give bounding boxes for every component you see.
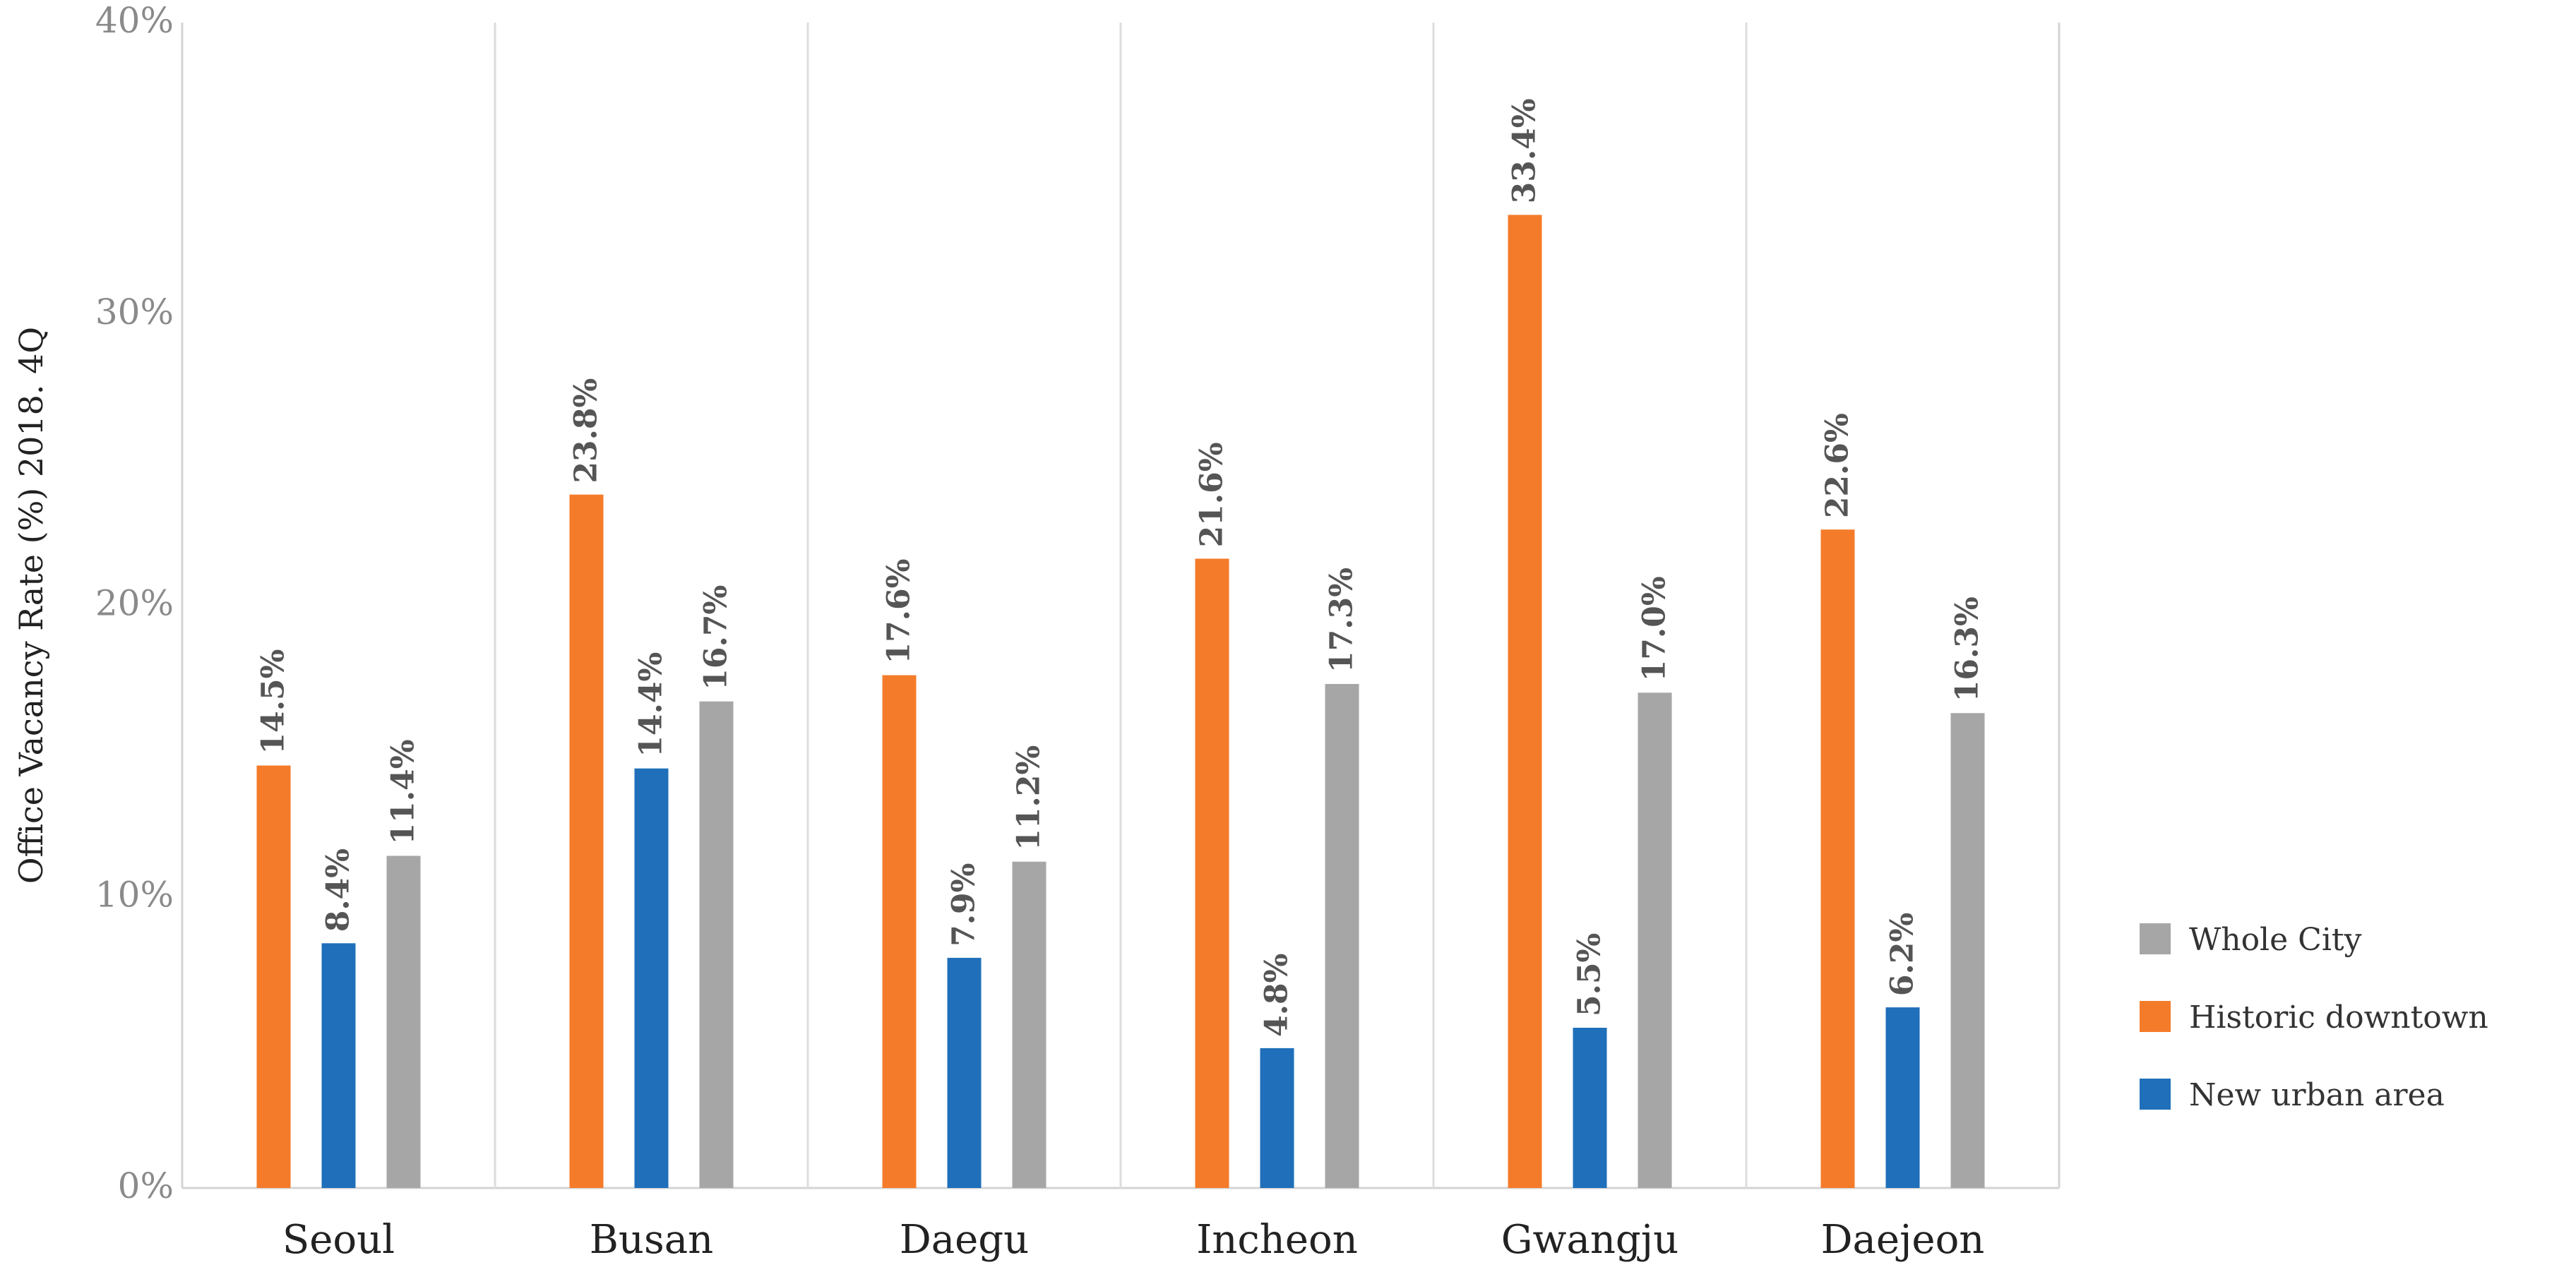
- bar-historic-downtown: [569, 494, 604, 1188]
- bar-whole-city: [1325, 683, 1359, 1188]
- x-tick-label: Incheon: [1196, 1217, 1358, 1263]
- bar-new-urban-area: [1885, 1007, 1920, 1188]
- data-label: 17.3%: [1324, 568, 1360, 673]
- y-tick-label: 10%: [95, 874, 174, 915]
- data-label: 14.4%: [633, 652, 669, 757]
- legend-label: Historic downtown: [2189, 1000, 2488, 1036]
- legend-swatch: [2140, 1079, 2171, 1110]
- bar-historic-downtown: [1820, 529, 1855, 1188]
- x-tick-label: Daegu: [900, 1217, 1029, 1263]
- data-label: 23.8%: [568, 378, 604, 484]
- bar-historic-downtown: [1508, 215, 1542, 1188]
- bar-historic-downtown: [1195, 558, 1229, 1188]
- bar-new-urban-area: [947, 957, 982, 1188]
- bar-historic-downtown: [882, 675, 917, 1188]
- y-tick-label: 20%: [95, 583, 174, 624]
- y-tick-label: 40%: [95, 0, 174, 41]
- data-label: 4.8%: [1259, 954, 1295, 1037]
- x-tick-label: Daejeon: [1821, 1217, 1985, 1263]
- data-label: 21.6%: [1194, 442, 1230, 547]
- data-label: 17.0%: [1637, 576, 1673, 681]
- data-label: 16.3%: [1950, 596, 1986, 702]
- legend-swatch: [2140, 1001, 2171, 1032]
- data-label: 33.4%: [1507, 98, 1543, 203]
- data-label: 17.6%: [881, 559, 917, 664]
- legend-swatch: [2140, 923, 2171, 954]
- data-label: 11.4%: [386, 739, 422, 844]
- x-tick-label: Busan: [590, 1217, 713, 1263]
- bar-whole-city: [1950, 713, 1985, 1188]
- bar-new-urban-area: [634, 768, 669, 1188]
- bar-new-urban-area: [1573, 1027, 1607, 1188]
- bar-whole-city: [1638, 692, 1672, 1188]
- bar-new-urban-area: [321, 943, 356, 1188]
- y-axis-title: Office Vacancy Rate (%) 2018. 4Q: [12, 327, 50, 884]
- data-label: 6.2%: [1885, 913, 1921, 996]
- legend-label: Whole City: [2189, 922, 2362, 958]
- bar-historic-downtown: [256, 765, 291, 1188]
- data-label: 16.7%: [698, 585, 734, 690]
- bar-whole-city: [1012, 861, 1046, 1188]
- y-tick-label: 0%: [118, 1165, 174, 1206]
- data-label: 14.5%: [256, 649, 292, 755]
- data-label: 22.6%: [1820, 413, 1856, 518]
- legend-label: New urban area: [2189, 1077, 2445, 1113]
- bar-whole-city: [699, 701, 734, 1188]
- y-tick-label: 30%: [95, 292, 174, 332]
- data-label: 5.5%: [1572, 933, 1608, 1016]
- bar-whole-city: [386, 856, 421, 1188]
- data-label: 8.4%: [321, 848, 357, 932]
- data-label: 7.9%: [946, 863, 982, 947]
- x-tick-label: Seoul: [282, 1217, 395, 1263]
- bar-new-urban-area: [1260, 1048, 1294, 1188]
- data-label: 11.2%: [1011, 745, 1047, 851]
- x-tick-label: Gwangju: [1501, 1217, 1678, 1263]
